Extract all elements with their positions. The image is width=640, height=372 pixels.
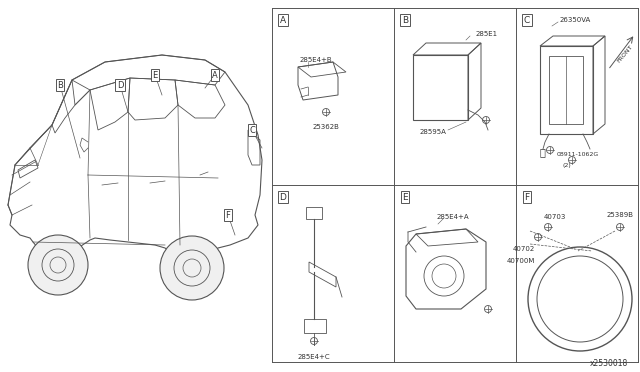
Circle shape [160,236,224,300]
Text: 40702: 40702 [513,246,535,252]
Text: 40700M: 40700M [507,258,535,264]
Text: D: D [280,192,287,202]
Text: E: E [152,71,157,80]
Text: 28595A: 28595A [420,129,447,135]
Text: 40703: 40703 [544,214,566,220]
Text: C: C [524,16,530,25]
Text: F: F [524,192,529,202]
Text: B: B [402,16,408,25]
Text: 08911-1062G: 08911-1062G [557,151,599,157]
Text: 285E4+C: 285E4+C [298,354,330,360]
Text: 285E4+B: 285E4+B [300,57,332,63]
Text: E: E [402,192,408,202]
Text: A: A [280,16,286,25]
Text: Ⓝ: Ⓝ [539,147,545,157]
Text: D: D [116,80,124,90]
Text: x2530018: x2530018 [589,359,628,368]
Text: C: C [249,125,255,135]
Text: FRONT: FRONT [616,44,634,64]
Text: 25389B: 25389B [607,212,634,218]
Text: 285E1: 285E1 [476,31,498,37]
Text: F: F [225,211,230,219]
Text: 25362B: 25362B [312,124,339,130]
Text: (2): (2) [563,163,572,167]
Text: 285E4+A: 285E4+A [436,214,469,220]
Circle shape [28,235,88,295]
Text: 26350VA: 26350VA [560,17,591,23]
Text: B: B [57,80,63,90]
Text: A: A [212,71,218,80]
